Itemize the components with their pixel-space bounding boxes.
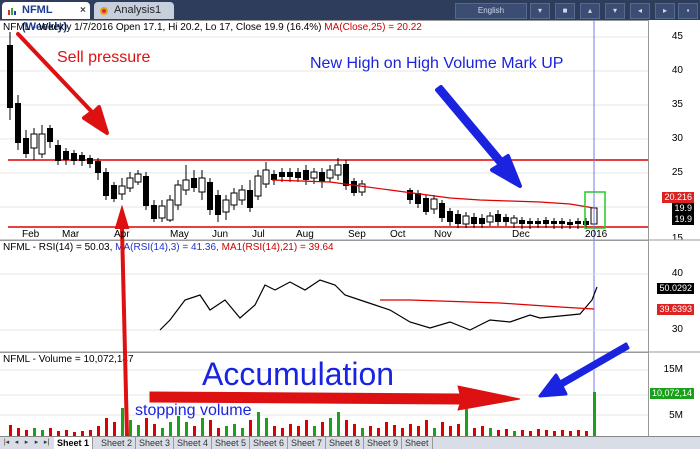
tab-analysis1[interactable]: Analysis1 <box>94 2 174 19</box>
price-tick: 45 <box>671 31 683 42</box>
rsi-ma1-value-label: 39.6393 <box>657 304 694 315</box>
annotation-arrows <box>16 32 630 437</box>
toolbar-button[interactable]: ▴ <box>580 3 600 19</box>
ma-value-label: 20.216 <box>662 192 694 203</box>
sheet-tab-9[interactable]: Sheet 9 <box>364 437 403 449</box>
month-label: 2016 <box>585 229 608 240</box>
price-tick: 15 <box>671 233 683 244</box>
rsi-axis: 40 30 50.0292 39.6393 <box>648 240 700 352</box>
month-label: Aug <box>296 229 314 240</box>
price-pane: NFML - Weekly 1/7/2016 Open 17.1, Hi 20.… <box>0 20 648 241</box>
sheet-tab-6[interactable]: Sheet 6 <box>250 437 289 449</box>
sheet-tab-7[interactable]: Sheet 7 <box>288 437 327 449</box>
tab-label: Analysis1 <box>114 4 162 16</box>
first-sheet-icon[interactable]: |◂ <box>3 439 10 446</box>
volume-bars <box>9 392 596 436</box>
rsi-header: NFML - RSI(14) = 50.03, MA(RSI(14),3) = … <box>3 242 334 253</box>
month-label: Apr <box>114 229 130 240</box>
accumulation-arrow <box>149 385 521 411</box>
month-label: Nov <box>434 229 452 240</box>
close-value-label: 19.9 <box>672 203 694 214</box>
month-label: Mar <box>62 229 80 240</box>
month-label: Oct <box>390 229 406 240</box>
ma-line <box>271 179 595 209</box>
month-label: Sep <box>348 229 366 240</box>
language-selector[interactable]: English <box>455 3 527 19</box>
month-label: Dec <box>512 229 530 240</box>
price-candles <box>7 32 598 229</box>
price-info: NFML - Weekly 1/7/2016 Open 17.1, Hi 20.… <box>3 22 322 33</box>
price-header: NFML - Weekly 1/7/2016 Open 17.1, Hi 20.… <box>3 22 422 33</box>
rsi-value-label: 50.0292 <box>657 283 694 294</box>
month-label: Jun <box>212 229 229 240</box>
sheet-tab-4[interactable]: Sheet 4 <box>174 437 213 449</box>
ma-label: MA(Close,25) = 20.22 <box>324 22 422 33</box>
sheet-tab-3[interactable]: Sheet 3 <box>136 437 175 449</box>
tab-label: NFML (Weekly) <box>22 4 68 33</box>
volume-axis: 15M 10M 5M 10,072,14 <box>648 352 700 436</box>
new-high-arrow <box>435 85 522 188</box>
volume-value-label: 10,072,14 <box>649 388 694 399</box>
toolbar-button[interactable]: ▪ <box>678 3 698 19</box>
stopping-volume-annotation: stopping volume <box>135 402 252 419</box>
price-tick: 35 <box>671 99 683 110</box>
rsi-ma1-label: MA1(RSI(14),21) = 39.64 <box>221 242 334 253</box>
rsi-tick: 40 <box>671 268 683 279</box>
toolbar-button[interactable]: ▾ <box>605 3 625 19</box>
chart-icon <box>8 8 16 15</box>
price-tick: 25 <box>671 167 683 178</box>
next-page-icon[interactable]: ▸ <box>34 439 39 446</box>
sell-pressure-arrow <box>16 32 109 135</box>
price-tick: 40 <box>671 65 683 76</box>
sell-pressure-annotation: Sell pressure <box>57 49 151 66</box>
prev-sheet-icon[interactable]: ◂ <box>14 439 19 446</box>
close-value-label: 19.9 <box>672 214 694 225</box>
month-label: Feb <box>22 229 40 240</box>
close-tab-icon[interactable]: × <box>80 5 86 16</box>
rsi-ma-label: MA(RSI(14),3) = 41.36, <box>115 242 219 253</box>
volume-header: NFML - Volume = 10,072,147 <box>3 354 134 365</box>
sheet-tab-1[interactable]: Sheet 1 <box>54 437 94 449</box>
toolbar-button[interactable]: ▾ <box>530 3 550 19</box>
highlight-box <box>584 191 606 229</box>
tab-nfml-weekly[interactable]: NFML (Weekly) × <box>2 2 90 33</box>
volume-up-arrow <box>538 342 630 398</box>
analysis-icon <box>100 7 108 15</box>
price-axis: 45 40 35 30 25 20 15 20.216 19.9 19.9 <box>648 20 700 244</box>
price-tick: 30 <box>671 133 683 144</box>
sheet-tab-8[interactable]: Sheet 8 <box>326 437 365 449</box>
rsi-label: NFML - RSI(14) = 50.03, <box>3 242 113 253</box>
last-sheet-icon[interactable]: ▸| <box>43 439 50 446</box>
month-label: May <box>170 229 189 240</box>
toolbar-button[interactable]: ■ <box>555 3 575 19</box>
volume-tick: 15M <box>663 364 683 375</box>
accumulation-annotation: Accumulation <box>202 356 395 392</box>
next-sheet-icon[interactable]: ▸ <box>24 439 29 446</box>
chart-tab-bar: NFML (Weekly) × Analysis1 English ▾ ■ ▴ … <box>0 0 700 33</box>
new-high-annotation: New High on High Volume Mark UP <box>310 55 564 72</box>
rsi-line <box>159 279 598 331</box>
sheet-tab-5[interactable]: Sheet 5 <box>212 437 251 449</box>
sheet-tab-bar: |◂ ◂ ▸ ▸ ▸| Sheet 1 Sheet 2 Sheet 3 Shee… <box>0 436 700 449</box>
volume-tick: 5M <box>669 410 683 421</box>
rsi-gridlines <box>0 273 648 331</box>
stopping-volume-arrow <box>114 204 130 437</box>
sheet-tab-2[interactable]: Sheet 2 <box>98 437 137 449</box>
rsi-ma-line <box>380 299 595 310</box>
month-label: Jul <box>252 229 265 240</box>
rsi-tick: 30 <box>671 324 683 335</box>
toolbar-button[interactable]: ◂ <box>630 3 650 19</box>
toolbar-button[interactable]: ▸ <box>655 3 675 19</box>
sheet-tab-10[interactable]: Sheet <box>402 437 433 449</box>
volume-label: NFML - Volume = 10,072,147 <box>3 354 134 365</box>
